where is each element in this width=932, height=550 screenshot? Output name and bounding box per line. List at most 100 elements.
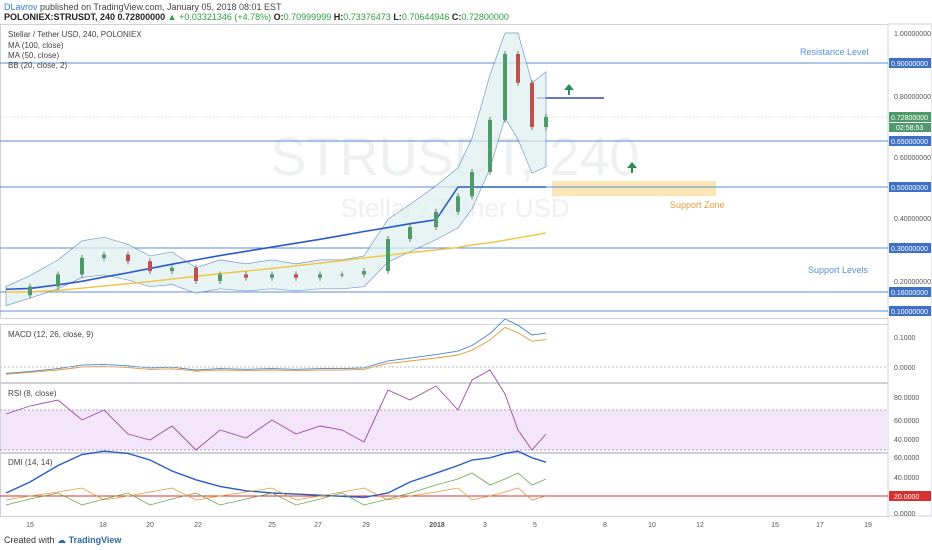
- level-tag-text-3: 0.30000000: [891, 246, 928, 253]
- rsi-tick-0: 80.0000: [894, 395, 919, 402]
- ohlc-high-label: H:: [333, 12, 344, 22]
- last-price: 0.72800000: [117, 12, 166, 22]
- ohlc-open-label: O:: [273, 12, 284, 22]
- rsi-label[interactable]: RSI (8, close): [8, 389, 57, 398]
- published-header: DLavrov published on TradingView.com, Ja…: [4, 2, 282, 12]
- x-tick-13: 15: [771, 522, 779, 529]
- candle-body-11: [270, 274, 274, 278]
- current-price-tag: [889, 112, 931, 122]
- x-tick-10: 8: [603, 522, 607, 529]
- macd-line: [5, 318, 547, 374]
- footer: Created with ☁ TradingView: [4, 535, 121, 546]
- tradingview-logo-icon: ☁: [57, 535, 67, 545]
- macd-label[interactable]: MACD (12, 26, close, 9): [8, 330, 94, 339]
- x-tick-14: 17: [816, 522, 824, 529]
- candle-body-4: [102, 254, 106, 258]
- support-zone-box: [552, 181, 716, 197]
- x-tick-12: 12: [696, 522, 704, 529]
- dmi-minus-line: [5, 487, 547, 501]
- x-tick-8: 3: [483, 522, 487, 529]
- candle-body-2: [56, 274, 60, 287]
- annotation-support-zone: Support Zone: [670, 200, 725, 210]
- level-tag-0: [889, 58, 931, 68]
- rsi-tick-1: 60.0000: [894, 418, 919, 425]
- dmi-level-tag: [889, 491, 931, 501]
- candle-body-21: [488, 119, 492, 172]
- x-tick-6: 29: [362, 522, 370, 529]
- symbol-label: POLONIEX:STRUSDT, 240: [4, 12, 116, 22]
- dmi-label[interactable]: DMI (14, 14): [8, 458, 53, 467]
- rsi-band: [1, 410, 888, 450]
- candle-body-22: [503, 54, 507, 120]
- level-tag-5: [889, 306, 931, 316]
- candle-body-18: [434, 211, 438, 227]
- level-tag-1: [889, 136, 931, 146]
- candle-body-15: [362, 271, 366, 275]
- price-tick-0: 1.00000000: [894, 31, 931, 38]
- x-tick-7: 2018: [429, 522, 445, 529]
- level-tag-text-1: 0.65000000: [891, 139, 928, 146]
- candle-body-7: [170, 267, 174, 272]
- dmi-tick-1: 40.0000: [894, 475, 919, 482]
- arrow-up-icon-1: [564, 84, 574, 95]
- x-tick-3: 22: [194, 522, 202, 529]
- candle-body-12: [294, 274, 298, 278]
- x-tick-1: 18: [99, 522, 107, 529]
- candle-body-6: [148, 261, 152, 272]
- price-tick-4: 0.40000000: [894, 216, 931, 223]
- x-tick-15: 19: [864, 522, 872, 529]
- author-link[interactable]: DLavrov: [4, 2, 38, 12]
- rsi-tick-2: 40.0000: [894, 437, 919, 444]
- dmi-tick-3: 0.0000: [894, 511, 916, 518]
- level-tag-text-0: 0.90000000: [891, 61, 928, 68]
- ohlc-low-label: L:: [393, 12, 402, 22]
- price-change: +0.03321346 (+4.78%): [179, 12, 272, 22]
- dmi-level-text: 20.0000: [894, 494, 919, 501]
- macd-tick-1: 0.0000: [894, 365, 916, 372]
- ohlc-close-label: C:: [451, 12, 462, 22]
- x-tick-9: 5: [533, 522, 537, 529]
- candle-body-3: [80, 257, 84, 275]
- ma50-line: [5, 186, 546, 291]
- footer-brand[interactable]: TradingView: [68, 535, 122, 545]
- arrow-up-icon-2: [627, 162, 637, 173]
- symbol-header: POLONIEX:STRUSDT, 240 0.72800000 ▲ +0.03…: [4, 12, 509, 22]
- price-tick-3: 0.60000000: [894, 155, 931, 162]
- candle-body-17: [408, 227, 412, 239]
- legend-ma50[interactable]: MA (50, close): [8, 51, 60, 60]
- timer-tag: [889, 123, 931, 132]
- candle-body-24: [530, 82, 534, 127]
- legend-ma100[interactable]: MA (100, close): [8, 41, 64, 50]
- dmi-plus-line: [5, 472, 547, 506]
- candle-body-14: [340, 274, 344, 276]
- level-tag-4: [889, 287, 931, 297]
- price-axis: [887, 23, 932, 517]
- candle-body-19: [456, 196, 460, 212]
- level-tag-3: [889, 243, 931, 253]
- ma100-line: [6, 232, 547, 293]
- level-tag-2: [889, 182, 931, 192]
- candle-body-13: [318, 274, 322, 278]
- legend-title: Stellar / Tether USD, 240, POLONIEX: [8, 30, 142, 39]
- level-tag-text-2: 0.50000000: [891, 185, 928, 192]
- candle-body-20: [470, 172, 474, 197]
- legend-bb[interactable]: BB (20, close, 2): [8, 61, 68, 70]
- candle-body-9: [218, 274, 222, 281]
- x-tick-4: 25: [268, 522, 276, 529]
- pane-frame-3: [0, 453, 889, 517]
- current-price-text: 0.72800000: [891, 115, 928, 122]
- candle-body-5: [126, 254, 130, 262]
- candle-body-25: [544, 117, 548, 127]
- candle-body-10: [244, 274, 248, 278]
- level-tag-text-4: 0.16000000: [891, 290, 928, 297]
- ohlc-high: 0.73376473: [343, 12, 391, 22]
- rsi-line: [5, 369, 547, 451]
- dmi-tick-0: 60.0000: [894, 455, 919, 462]
- published-text: published on TradingView.com, January 05…: [40, 2, 282, 12]
- macd-tick-0: 0.1000: [894, 335, 916, 342]
- x-tick-5: 27: [314, 522, 322, 529]
- ohlc-close: 0.72800000: [461, 12, 509, 22]
- candle-body-16: [386, 239, 390, 272]
- x-tick-2: 20: [146, 522, 154, 529]
